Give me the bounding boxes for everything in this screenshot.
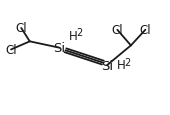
Text: Si: Si <box>53 42 66 55</box>
Text: H: H <box>69 30 78 43</box>
Text: Cl: Cl <box>112 24 123 37</box>
Text: Cl: Cl <box>15 22 27 35</box>
Text: 2: 2 <box>76 28 82 38</box>
Text: H: H <box>116 59 125 71</box>
Text: Cl: Cl <box>5 44 17 56</box>
Text: Cl: Cl <box>140 24 151 37</box>
Text: 2: 2 <box>124 57 130 67</box>
Text: Si: Si <box>101 59 113 72</box>
